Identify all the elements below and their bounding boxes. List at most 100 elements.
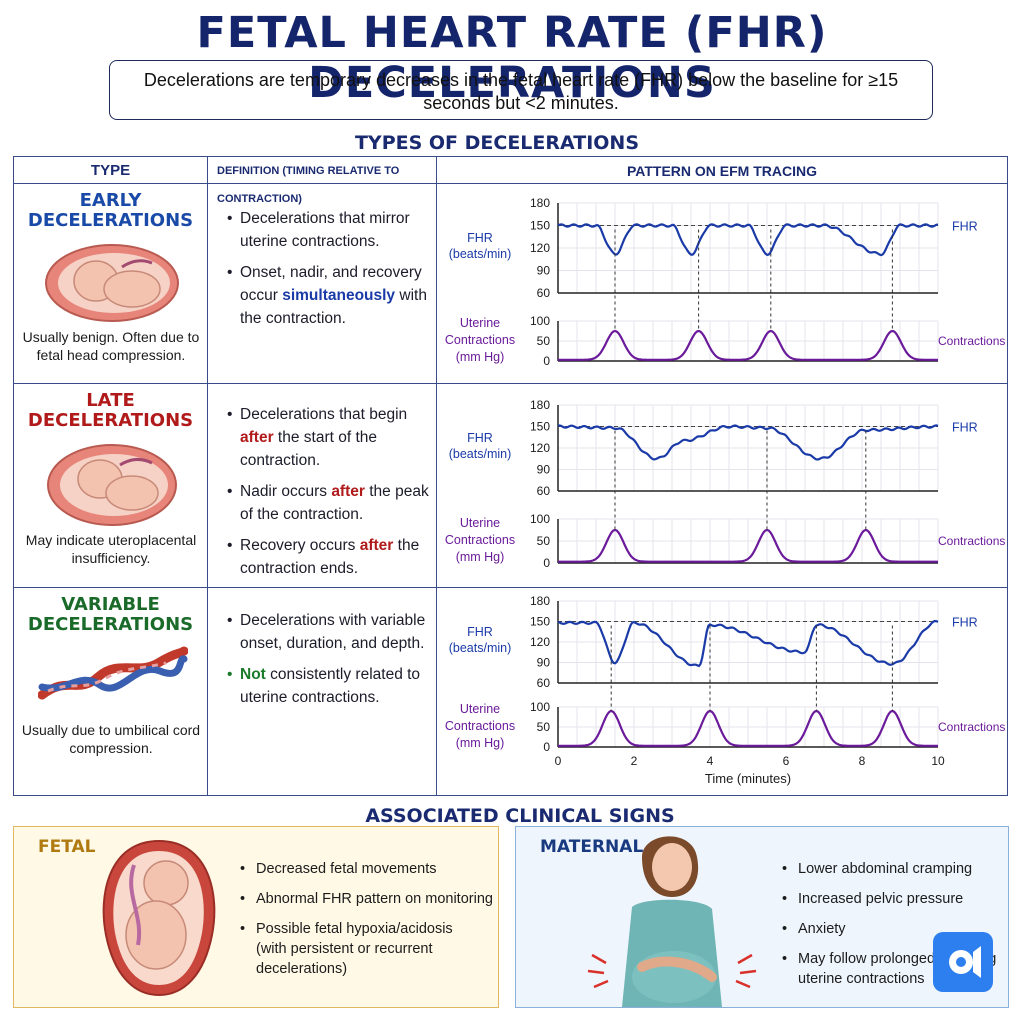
row-early: EARLY DECELERATIONS Usually benign. Ofte… <box>14 185 1006 383</box>
definition-item: Onset, nadir, and recovery occur simulta… <box>227 261 432 330</box>
x-tick-label: 6 <box>783 754 790 768</box>
fetal-sign-text: Possible fetal hypoxia/acidosis <box>256 921 453 937</box>
fetal-sign-item: Abnormal FHR pattern on monitoring <box>240 889 498 909</box>
contraction-series-line <box>558 528 938 563</box>
logo-glyph-icon <box>949 946 981 978</box>
type-note-variable: Usually due to umbilical cord compressio… <box>21 722 201 756</box>
definition-list: Decelerations with variable onset, durat… <box>227 609 432 717</box>
uc-axis-unit: (mm Hg) <box>456 736 505 750</box>
contraction-series-label: Contractions <box>938 720 1005 734</box>
maternal-signs-panel: MATERNAL Lower abdominal cramping Increa… <box>515 826 1009 1008</box>
type-line: DECELERATIONS <box>27 410 194 431</box>
uterus-fetus-icon <box>47 444 177 526</box>
uc-tick-label: 100 <box>530 512 550 526</box>
fhr-tick-label: 180 <box>530 594 550 608</box>
pregnant-woman-icon <box>587 836 757 1007</box>
maternal-panel-title: MATERNAL <box>540 837 644 857</box>
fhr-axis-title: FHR <box>467 431 493 445</box>
x-axis-title: Time (minutes) <box>705 771 791 786</box>
maternal-sign-item: Lower abdominal cramping <box>782 859 1002 879</box>
app-logo-icon[interactable] <box>933 932 993 992</box>
maternal-sign-item: Anxiety <box>782 919 1002 939</box>
definition-cell-variable: Decelerations with variable onset, durat… <box>209 589 437 795</box>
contraction-series-line <box>558 709 938 747</box>
efm-chart-late: 180 150 120 90 60 100 50 0 FHR (beats/min) Uterine… <box>445 398 1005 570</box>
clinical-signs-heading: ASSOCIATED CLINICAL SIGNS <box>365 805 675 827</box>
fhr-tick-label: 150 <box>530 219 550 233</box>
header-pattern: PATTERN ON EFM TRACING <box>626 163 818 179</box>
type-cell-late: LATE DECELERATIONS May indicate uteropla… <box>14 385 207 587</box>
type-note-late: May indicate uteroplacental insufficienc… <box>25 532 197 566</box>
fetal-sign-item: Possible fetal hypoxia/acidosis (with pe… <box>240 919 498 979</box>
decelerations-table: TYPE DEFINITION (TIMING RELATIVE TO CONT… <box>13 156 1008 796</box>
fetal-sign-item: Decreased fetal movements <box>240 859 498 879</box>
definition-item: Decelerations that mirror uterine contra… <box>227 207 432 253</box>
definition-highlight: after <box>240 429 274 446</box>
row-divider <box>14 383 1007 384</box>
contraction-series-label: Contractions <box>938 534 1005 548</box>
fetal-panel-title: FETAL <box>38 837 96 857</box>
definition-cell-early: Decelerations that mirror uterine contra… <box>209 185 437 383</box>
uc-tick-label: 0 <box>543 556 550 570</box>
definition-highlight: after <box>331 483 365 500</box>
uc-axis-title: Uterine <box>460 516 500 530</box>
header-definition: DEFINITION (TIMING RELATIVE TO CONTRACTI… <box>217 165 400 205</box>
type-line: LATE <box>86 390 135 411</box>
uterus-fetus-icon <box>45 244 179 322</box>
uc-axis-title: Contractions <box>445 533 515 547</box>
uc-axis-title: Contractions <box>445 333 515 347</box>
fetus-in-uterus-icon <box>102 839 216 997</box>
uc-tick-label: 0 <box>543 740 550 754</box>
type-line: DECELERATIONS <box>27 210 194 231</box>
definition-item: Not consistently related to uterine cont… <box>227 663 432 709</box>
efm-chart-variable: 1801501209060100500FHR(beats/min)Uterine… <box>445 594 1005 786</box>
fhr-axis-unit: (beats/min) <box>449 447 512 461</box>
row-divider <box>14 587 1007 588</box>
maternal-sign-item: Increased pelvic pressure <box>782 889 1002 909</box>
chart-cell-variable: 180 150 120 90 60 100 50 0 FHR (beats/min) Uterine… <box>438 589 1006 795</box>
uc-axis-title: Uterine <box>460 316 500 330</box>
fhr-axis-unit: (beats/min) <box>449 247 512 261</box>
definition-list: Decelerations that begin after the start… <box>227 403 432 588</box>
definition-item: Nadir occurs after the peak of the contr… <box>227 480 432 526</box>
type-name-variable: VARIABLE DECELERATIONS <box>14 595 207 635</box>
fetal-signs-panel: FETAL Decreased fetal movements Abnormal… <box>13 826 499 1008</box>
fhr-axis-title: FHR <box>467 625 493 639</box>
fhr-tick-label: 180 <box>530 398 550 412</box>
chart-cell-late: 180 150 120 90 60 100 50 0 FHR (beats/min) Uterine… <box>438 385 1006 587</box>
definition-highlight: simultaneously <box>282 287 396 304</box>
fhr-series-line <box>557 619 939 668</box>
x-tick-label: 2 <box>631 754 638 768</box>
uc-axis-unit: (mm Hg) <box>456 350 505 364</box>
x-tick-label: 8 <box>859 754 866 768</box>
fhr-tick-label: 150 <box>530 420 550 434</box>
uc-tick-label: 50 <box>537 334 551 348</box>
fhr-series-label: FHR <box>952 220 978 234</box>
uc-tick-label: 50 <box>537 720 551 734</box>
page-title: FETAL HEART RATE (FHR) DECELERATIONS <box>196 8 828 108</box>
definition-cell-late: Decelerations that begin after the start… <box>209 385 437 587</box>
row-variable: VARIABLE DECELERATIONS Usually due to um… <box>14 589 1006 795</box>
definition-box: Decelerations are temporary decreases in… <box>109 60 933 120</box>
chart-cell-early: 180 150 120 90 60 100 50 0 FHR (beats/min) Uterine… <box>438 185 1006 383</box>
fhr-axis-unit: (beats/min) <box>449 641 512 655</box>
fetal-signs-list: Decreased fetal movements Abnormal FHR p… <box>240 859 498 989</box>
contraction-series-label: Contractions <box>938 334 1005 348</box>
definition-item: Recovery occurs after the contraction en… <box>227 534 432 580</box>
type-note-early: Usually benign. Often due to fetal head … <box>22 329 200 363</box>
x-tick-label: 4 <box>707 754 714 768</box>
definition-text: Recovery occurs <box>240 537 360 554</box>
fhr-tick-label: 90 <box>537 656 551 670</box>
fhr-series-label: FHR <box>952 421 978 435</box>
definition-text: consistently related to uterine contract… <box>240 666 421 706</box>
uc-tick-label: 100 <box>530 314 550 328</box>
fhr-series-line <box>557 223 939 257</box>
definition-text: Nadir occurs <box>240 483 332 500</box>
fhr-tick-label: 60 <box>537 484 551 498</box>
fetal-sign-subtext: (with persistent or recurrent decelerati… <box>256 941 433 977</box>
fhr-tick-label: 120 <box>530 441 550 455</box>
definition-text: Decelerations that mirror uterine contra… <box>240 210 410 250</box>
uc-axis-unit: (mm Hg) <box>456 550 505 564</box>
column-divider <box>207 157 208 795</box>
fhr-tick-label: 120 <box>530 241 550 255</box>
